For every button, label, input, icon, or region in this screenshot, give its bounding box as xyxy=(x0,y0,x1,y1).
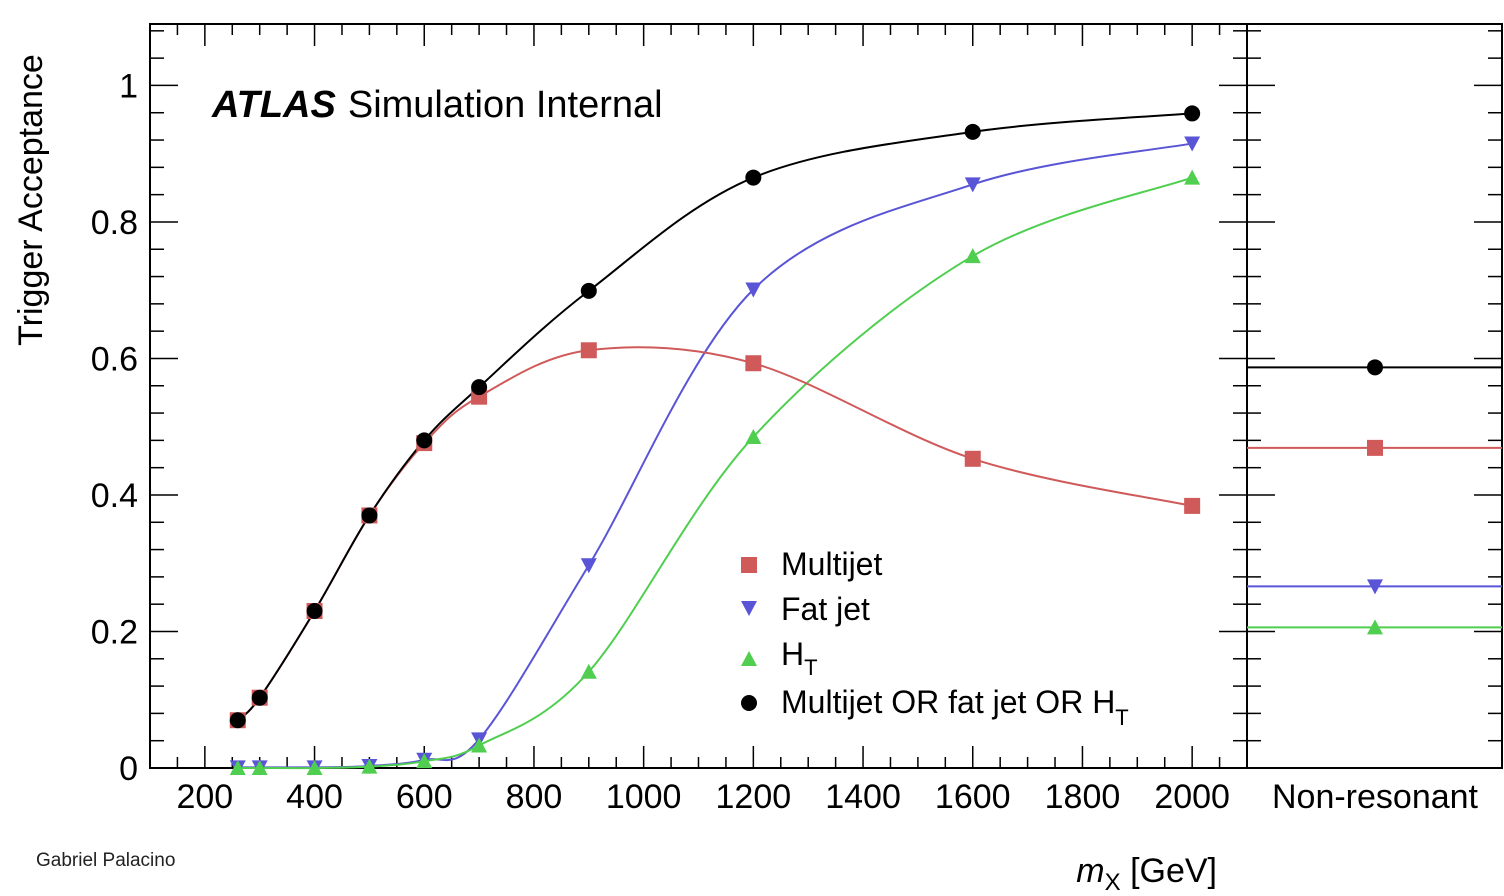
y-axis-label: Trigger Acceptance xyxy=(12,54,50,346)
data-point xyxy=(580,282,597,299)
series-line xyxy=(237,142,1193,769)
axis-ticks xyxy=(149,24,1502,769)
data-point xyxy=(964,177,981,193)
x-tick-label: 600 xyxy=(396,778,453,816)
series-line xyxy=(237,176,1193,770)
data-point xyxy=(306,603,323,620)
data-point xyxy=(1184,136,1201,152)
y-tick-label: 1 xyxy=(119,67,138,105)
data-point xyxy=(745,169,762,186)
x-tick-label: 1000 xyxy=(606,778,682,816)
y-tick-label: 0.4 xyxy=(91,477,138,515)
series-line xyxy=(237,346,1193,721)
data-point xyxy=(306,760,323,775)
data-point xyxy=(229,712,246,729)
data-point xyxy=(361,507,378,524)
data-point xyxy=(964,123,981,140)
data-point xyxy=(1184,497,1201,514)
legend-marker-combined xyxy=(741,695,757,711)
legend-label-ht: HT xyxy=(781,636,818,680)
data-point xyxy=(471,379,488,396)
data-point xyxy=(1184,105,1201,122)
legend-label-multijet: Multijet xyxy=(781,546,882,582)
x-axis-label-sub: X xyxy=(1105,869,1121,896)
data-point xyxy=(471,737,488,753)
nonresonant-panel-frame xyxy=(1246,23,1503,769)
x-tick-label: 800 xyxy=(506,778,563,816)
legend-label-combined-main: Multijet OR fat jet OR H xyxy=(781,684,1115,720)
x-tick-label: 200 xyxy=(176,778,233,816)
x-axis-label-var: m xyxy=(1076,852,1104,890)
x-tick-label: 2000 xyxy=(1154,778,1230,816)
data-point xyxy=(1184,169,1201,185)
data-point xyxy=(745,355,762,372)
nonresonant-values xyxy=(1247,359,1502,635)
data-point xyxy=(229,760,246,775)
y-tick-label: 0.2 xyxy=(91,613,138,651)
main-plot-frame xyxy=(149,23,1248,769)
y-tick-label: 0.8 xyxy=(91,204,138,242)
data-point xyxy=(745,282,762,298)
legend-marker-fat-jet xyxy=(741,601,757,616)
data-point xyxy=(251,689,268,706)
data-point xyxy=(964,450,981,467)
x-axis-label: mX [GeV] xyxy=(1076,852,1217,896)
legend-label-ht-main: H xyxy=(781,636,804,672)
tick-labels: 200 400 600 800 1000 1200 1400 1600 1800 2000 0 0.2… xyxy=(91,67,1230,816)
y-tick-label: 0 xyxy=(119,750,138,788)
legend-marker-ht xyxy=(741,651,757,666)
series-markers xyxy=(229,105,1201,776)
data-point xyxy=(580,558,597,574)
x-tick-label: 400 xyxy=(286,778,343,816)
legend-label-fat-jet: Fat jet xyxy=(781,591,870,627)
nonresonant-point xyxy=(1367,579,1383,595)
atlas-label-bold: ATLAS xyxy=(211,84,336,126)
data-point xyxy=(745,428,762,444)
x-axis-label-unit: [GeV] xyxy=(1121,852,1217,890)
x-tick-label: 1200 xyxy=(716,778,792,816)
series-line xyxy=(237,112,1193,721)
x-tick-label: 1800 xyxy=(1045,778,1121,816)
nonresonant-category-label: Non-resonant xyxy=(1272,778,1479,816)
atlas-label: ATLAS Simulation Internal xyxy=(211,84,663,126)
atlas-label-rest: Simulation Internal xyxy=(348,84,663,126)
x-tick-label: 1600 xyxy=(935,778,1011,816)
legend-label-combined: Multijet OR fat jet OR HT xyxy=(781,684,1129,730)
legend-label-combined-sub: T xyxy=(1115,705,1128,730)
x-tick-label: 1400 xyxy=(825,778,901,816)
nonresonant-point xyxy=(1367,359,1383,376)
data-point xyxy=(580,663,597,679)
legend-marker-multijet xyxy=(741,557,757,573)
data-point xyxy=(361,758,378,774)
series-curves xyxy=(237,112,1193,770)
legend-label-ht-sub: T xyxy=(804,655,817,680)
author-label: Gabriel Palacino xyxy=(36,850,175,871)
y-tick-label: 0.6 xyxy=(91,340,138,378)
nonresonant-point xyxy=(1367,439,1383,456)
data-point xyxy=(416,432,433,449)
data-point xyxy=(580,342,597,359)
legend: Multijet Fat jet HT Multijet OR fat jet … xyxy=(741,546,1129,730)
data-point xyxy=(416,753,433,769)
nonresonant-point xyxy=(1367,619,1383,635)
data-point xyxy=(251,760,268,775)
data-point xyxy=(964,248,981,264)
